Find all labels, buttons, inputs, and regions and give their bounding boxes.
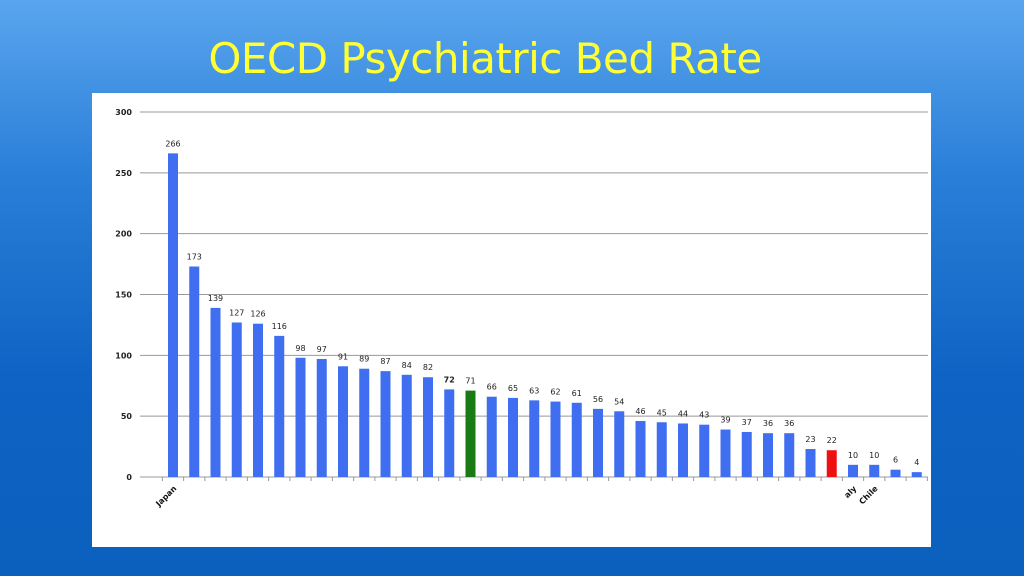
y-tick-label: 250 (115, 169, 132, 178)
data-label: 116 (272, 322, 287, 331)
bar-chart: 0 50 100 150 200 250 300 266 173 139 127 126 116 98 97… (115, 108, 928, 509)
bar (316, 358, 327, 477)
data-label: 61 (572, 389, 582, 398)
data-label: 89 (359, 355, 369, 364)
bar (423, 377, 433, 477)
bar (678, 423, 688, 477)
bar (805, 449, 816, 477)
data-label: 22 (827, 436, 837, 445)
bar (465, 390, 476, 477)
bar (444, 389, 455, 477)
bar (253, 323, 263, 477)
bar (890, 469, 901, 477)
data-label: 71 (465, 377, 475, 386)
data-label: 126 (250, 310, 265, 319)
bar (189, 266, 200, 477)
data-label: 4 (914, 458, 919, 467)
bar (869, 464, 880, 477)
data-label: 37 (742, 418, 752, 427)
bar (274, 335, 285, 477)
data-label: 6 (893, 456, 898, 465)
bar (210, 307, 221, 477)
y-tick-label: 150 (115, 291, 132, 300)
data-label: 39 (720, 416, 730, 425)
data-label: 36 (784, 419, 794, 428)
data-label: 65 (508, 384, 518, 393)
bar (699, 424, 710, 477)
y-tick-label: 300 (115, 108, 132, 117)
bar (295, 357, 306, 477)
data-label: 87 (380, 357, 390, 366)
bar (380, 371, 391, 477)
data-label: 23 (805, 435, 815, 444)
y-tick-label: 50 (121, 412, 133, 421)
data-label: 54 (614, 397, 624, 406)
bar (848, 464, 858, 477)
bar (826, 450, 837, 477)
data-label: 43 (699, 411, 709, 420)
data-label: 84 (402, 361, 412, 370)
bar (338, 366, 348, 477)
data-label: 139 (208, 294, 223, 303)
bar (401, 374, 412, 477)
y-tick-label: 0 (126, 473, 132, 482)
bar (784, 433, 795, 477)
bar (720, 429, 731, 477)
category-label: aly (843, 483, 859, 499)
data-label: 56 (593, 395, 603, 404)
bar (614, 411, 625, 477)
data-label: 91 (338, 352, 348, 361)
bar (529, 400, 540, 477)
bar (359, 368, 370, 477)
bar (763, 433, 773, 477)
data-label: 82 (423, 363, 433, 372)
category-label: Japan (154, 484, 179, 509)
bar (486, 396, 497, 477)
data-label: 46 (635, 407, 645, 416)
data-label: 10 (869, 451, 879, 460)
bar (571, 402, 582, 477)
data-label: 36 (763, 419, 773, 428)
data-label: 44 (678, 409, 688, 418)
data-label: 66 (487, 383, 497, 392)
bar (231, 322, 242, 477)
category-label: Chile (857, 484, 880, 507)
data-label: 63 (529, 386, 539, 395)
y-tick-label: 200 (115, 230, 132, 239)
data-label: 72 (444, 375, 455, 384)
bar (741, 431, 752, 477)
bar (656, 422, 667, 477)
data-label: 266 (165, 139, 180, 148)
slide-title: OECD Psychiatric Bed Rate (208, 34, 762, 83)
bar (593, 408, 603, 477)
data-label: 45 (657, 408, 667, 417)
data-label: 173 (187, 253, 202, 262)
data-label: 127 (229, 308, 244, 317)
data-label: 98 (295, 344, 305, 353)
bar (635, 421, 646, 477)
data-label: 10 (848, 451, 858, 460)
bar (508, 397, 518, 477)
data-label: 97 (317, 345, 327, 354)
bar (168, 153, 178, 477)
y-tick-label: 100 (115, 351, 132, 360)
bar (911, 472, 922, 477)
bar (550, 401, 561, 477)
data-label: 62 (550, 388, 560, 397)
chart-panel: 0 50 100 150 200 250 300 266 173 139 127 126 116 98 97… (92, 93, 931, 547)
